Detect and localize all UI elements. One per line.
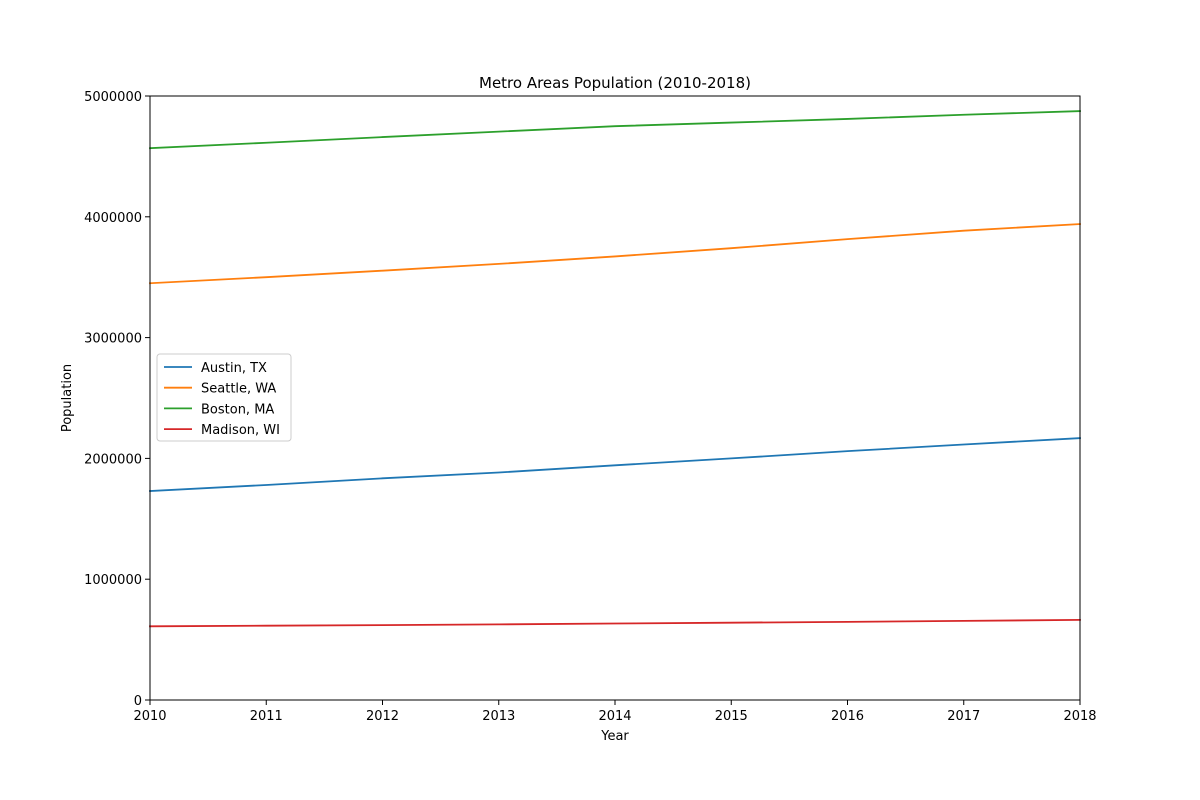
y-tick-label: 4000000	[84, 211, 142, 226]
x-tick-label: 2018	[1063, 709, 1096, 724]
y-tick-label: 0	[134, 694, 142, 709]
y-tick-label: 2000000	[84, 452, 142, 467]
series-line-1	[149, 223, 1081, 285]
series-layer	[149, 110, 1081, 628]
chart-title: Metro Areas Population (2010-2018)	[479, 74, 751, 92]
series-line-2	[149, 110, 1081, 150]
series-line-0	[149, 437, 1081, 492]
x-tick-label: 2013	[482, 709, 515, 724]
legend-label-3: Madison, WI	[201, 423, 280, 438]
series-line-3	[149, 619, 1081, 628]
x-tick-label: 2016	[831, 709, 864, 724]
x-tick-label: 2014	[598, 709, 631, 724]
legend: Austin, TX Seattle, WA Boston, MA Madison, …	[156, 353, 292, 442]
y-axis-label: Population	[60, 364, 75, 432]
y-tick-label: 5000000	[84, 90, 142, 105]
legend-items: Austin, TX Seattle, WA Boston, MA Madison, …	[164, 361, 280, 438]
legend-label-2: Boston, MA	[201, 402, 274, 417]
x-tick-label: 2011	[250, 709, 283, 724]
legend-label-1: Seattle, WA	[201, 382, 276, 397]
x-axis-label: Year	[600, 729, 629, 744]
y-tick-label: 3000000	[84, 332, 142, 347]
legend-box	[156, 353, 292, 442]
legend-label-0: Austin, TX	[201, 361, 267, 376]
x-tick-label: 2012	[366, 709, 399, 724]
x-tick-label: 2010	[133, 709, 166, 724]
x-tick-label: 2015	[715, 709, 748, 724]
x-tick-label: 2017	[947, 709, 980, 724]
y-tick-label: 1000000	[84, 573, 142, 588]
x-axis-ticks: 2010 2011 2012 2013 2014 2015 2016 2017 2018	[133, 700, 1097, 724]
y-axis-ticks: 0 1000000 2000000 3000000 4000000 5000000	[84, 90, 150, 709]
